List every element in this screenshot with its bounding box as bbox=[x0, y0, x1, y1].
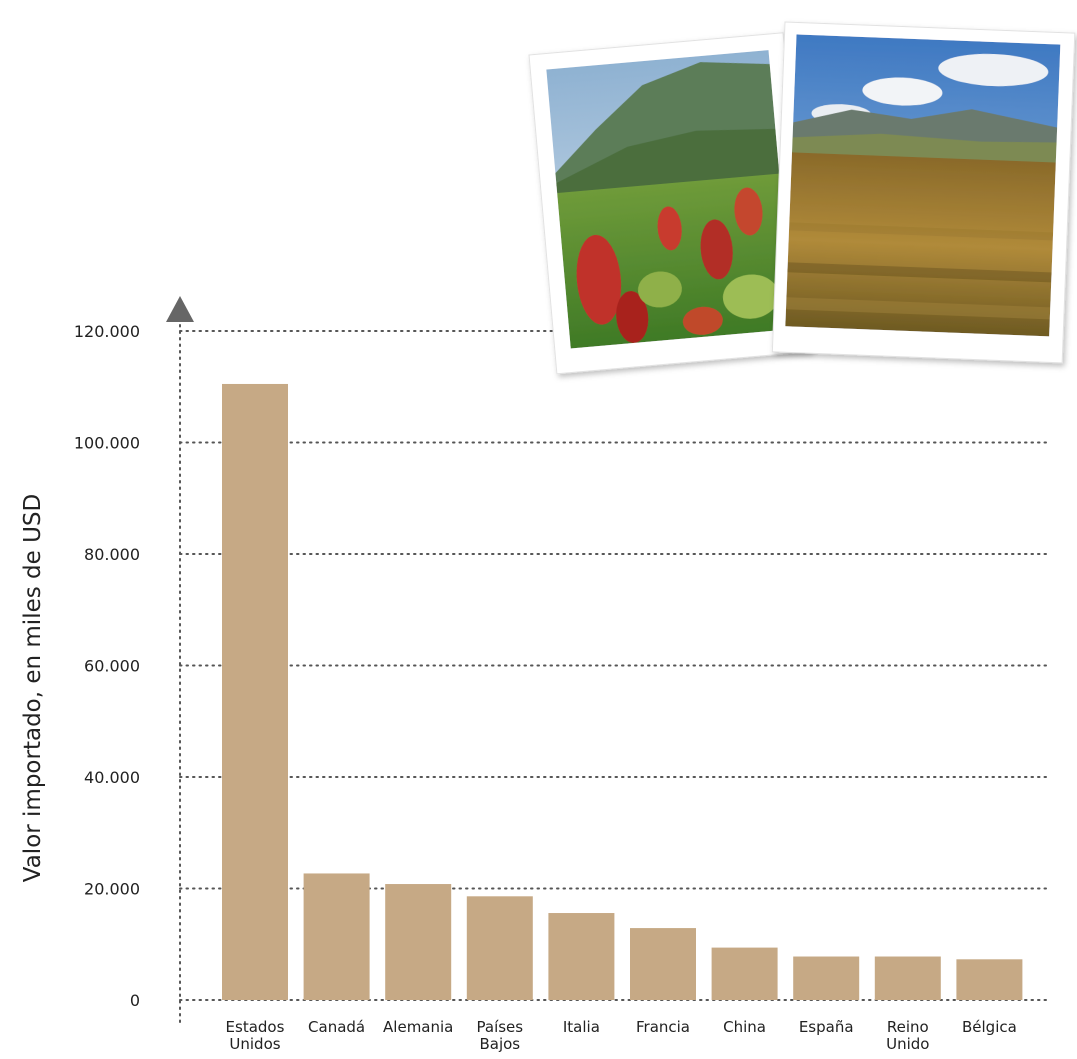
x-tick-label: Reino Unido bbox=[886, 1018, 929, 1053]
y-tick-label: 80.000 bbox=[84, 545, 140, 564]
x-tick-label: China bbox=[723, 1018, 766, 1036]
x-tick-label: España bbox=[799, 1018, 854, 1036]
quinoa-field-red-photo bbox=[528, 32, 812, 375]
y-tick-label: 40.000 bbox=[84, 768, 140, 787]
quinoa-field-golden-photo bbox=[771, 21, 1076, 364]
y-tick-label: 100.000 bbox=[74, 434, 140, 453]
bar bbox=[874, 956, 941, 1000]
bar bbox=[303, 873, 370, 1000]
y-axis bbox=[166, 296, 194, 1026]
x-tick-label: Italia bbox=[563, 1018, 600, 1036]
photo-collage bbox=[528, 21, 1076, 375]
bar bbox=[793, 956, 860, 1000]
bar bbox=[385, 884, 452, 1000]
bar bbox=[711, 947, 778, 1000]
bar bbox=[466, 896, 533, 1000]
bar bbox=[630, 928, 696, 1000]
y-tick-label: 0 bbox=[130, 991, 140, 1010]
bar bbox=[222, 383, 288, 1000]
x-tick-label: Canadá bbox=[308, 1018, 365, 1036]
x-tick-label: Estados Unidos bbox=[226, 1018, 285, 1053]
bars bbox=[222, 383, 1023, 1000]
y-axis-arrow-icon bbox=[166, 296, 194, 322]
bar bbox=[956, 959, 1023, 1000]
y-tick-label: 60.000 bbox=[84, 657, 140, 676]
x-tick-label: Bélgica bbox=[962, 1018, 1017, 1036]
x-tick-label: Países Bajos bbox=[477, 1018, 524, 1053]
y-axis-label: Valor importado, en miles de USD bbox=[20, 494, 46, 882]
bar bbox=[548, 913, 615, 1000]
grid-lines: 0 20.000 40.000 60.000 80.000 100.000 120.000 bbox=[74, 322, 1051, 1010]
x-tick-labels: Estados Unidos Canadá Alemania Países Bajos It… bbox=[226, 1018, 1017, 1053]
y-tick-label: 20.000 bbox=[84, 880, 140, 899]
x-tick-label: Alemania bbox=[383, 1018, 453, 1036]
x-tick-label: Francia bbox=[636, 1018, 690, 1036]
y-tick-label: 120.000 bbox=[74, 322, 140, 341]
